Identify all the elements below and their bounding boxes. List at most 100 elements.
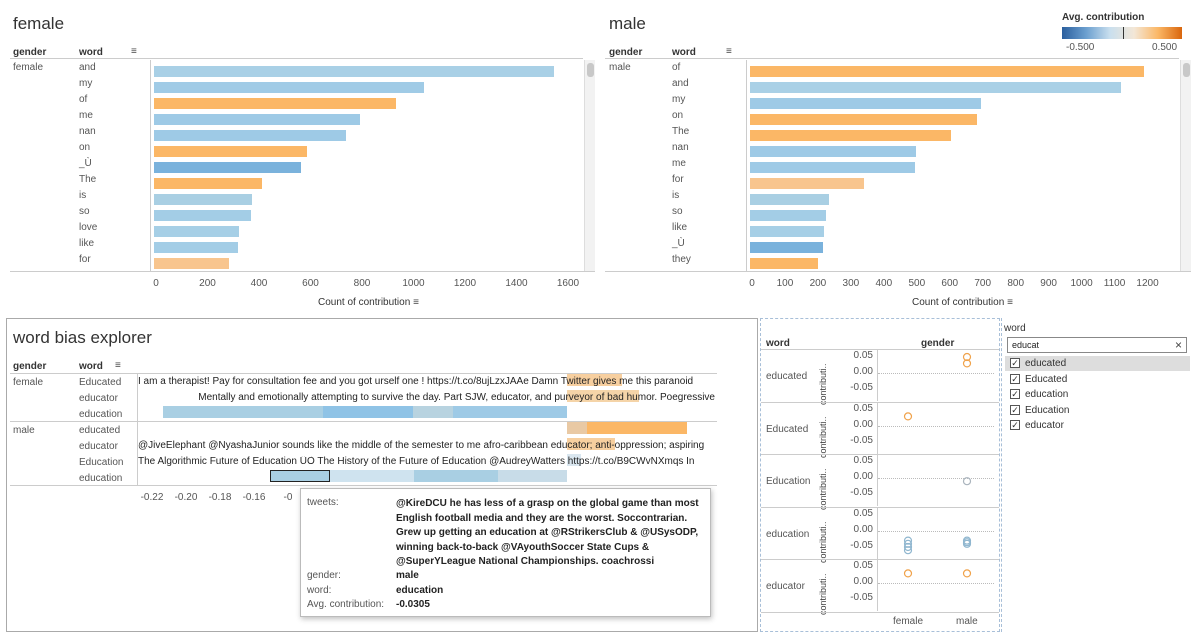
contribution-bar[interactable] — [413, 406, 453, 418]
contribution-bar[interactable] — [587, 422, 687, 434]
bar[interactable] — [154, 130, 346, 141]
contribution-bar[interactable] — [498, 470, 567, 482]
scatter-point[interactable] — [903, 569, 913, 578]
bar[interactable] — [154, 98, 397, 109]
bar[interactable] — [154, 82, 425, 93]
bar[interactable] — [750, 258, 818, 269]
tick-label: 1000 — [402, 278, 425, 289]
row-divider — [761, 506, 999, 508]
bar[interactable] — [750, 226, 825, 237]
sort-icon[interactable]: ≡ — [115, 360, 121, 371]
highlight-bar — [567, 438, 615, 450]
tooltip-avg-label: Avg. contribution: — [307, 599, 385, 610]
word-label: love — [79, 222, 98, 233]
tick-label: 0.05 — [853, 507, 873, 519]
bar[interactable] — [750, 82, 1121, 93]
contribution-bar[interactable] — [453, 406, 567, 418]
selected-contribution-bar[interactable] — [270, 470, 330, 482]
word-label: Education — [79, 457, 124, 468]
tooltip: tweets: @KireDCU he has less of a grasp … — [300, 488, 711, 617]
bar[interactable] — [750, 194, 830, 205]
gender-column-header[interactable]: gender — [13, 47, 47, 58]
bar[interactable] — [750, 130, 952, 141]
bar[interactable] — [154, 162, 301, 173]
scatter-point[interactable] — [903, 411, 913, 420]
scrollbar-thumb[interactable] — [1183, 63, 1190, 77]
word-label: education — [766, 528, 810, 540]
sort-icon[interactable]: ≡ — [1007, 297, 1013, 308]
filter-search-input[interactable]: educat × — [1007, 337, 1187, 353]
bar[interactable] — [154, 194, 252, 205]
bar[interactable] — [750, 114, 978, 125]
filter-item[interactable]: ✓ education — [1005, 387, 1190, 402]
scatter-point[interactable] — [962, 359, 972, 368]
word-column-header[interactable]: word — [79, 47, 103, 58]
scatter-point[interactable] — [962, 537, 972, 546]
bar[interactable] — [750, 178, 864, 189]
axis-title: contributi.. — [818, 363, 828, 405]
word-column-header[interactable]: word — [672, 47, 696, 58]
tick-label: 400 — [875, 278, 893, 289]
bar[interactable] — [154, 66, 555, 77]
scrollbar-thumb[interactable] — [587, 63, 594, 77]
tick-label: 0.05 — [853, 402, 873, 414]
tooltip-gender-label: gender: — [307, 570, 341, 581]
header-divider — [10, 58, 583, 59]
contribution-bar[interactable] — [330, 470, 414, 482]
contribution-bar[interactable] — [414, 470, 498, 482]
checkbox[interactable]: ✓ — [1010, 420, 1020, 430]
bar[interactable] — [154, 258, 229, 269]
contribution-bar[interactable] — [163, 406, 323, 418]
bar[interactable] — [750, 162, 915, 173]
contribution-bar[interactable] — [567, 422, 587, 434]
gender-column-header[interactable]: gender — [921, 338, 955, 349]
checkbox[interactable]: ✓ — [1010, 373, 1020, 384]
scatter-point[interactable] — [903, 545, 913, 554]
clear-icon[interactable]: × — [1175, 338, 1183, 352]
axis-line — [877, 401, 878, 454]
tooltip-avg-value: -0.0305 — [396, 599, 430, 610]
word-label: Education — [766, 476, 811, 487]
scatter-point[interactable] — [903, 542, 913, 551]
word-column-header[interactable]: word — [79, 361, 103, 372]
word-column-header[interactable]: word — [766, 338, 790, 349]
gender-column-header[interactable]: gender — [13, 361, 47, 372]
checkbox[interactable]: ✓ — [1010, 358, 1020, 368]
sort-icon[interactable]: ≡ — [413, 297, 419, 308]
bar[interactable] — [750, 242, 823, 253]
scrollbar[interactable] — [584, 60, 595, 271]
bar[interactable] — [750, 146, 917, 157]
tick-label: 200 — [199, 278, 216, 289]
bar[interactable] — [154, 114, 360, 125]
scatter-point[interactable] — [962, 477, 972, 486]
tooltip-word-label: word: — [307, 585, 332, 596]
male-chart-title: male — [609, 14, 646, 33]
checkbox[interactable]: ✓ — [1010, 404, 1020, 415]
scatter-point[interactable] — [962, 569, 972, 578]
sort-icon[interactable]: ≡ — [131, 46, 137, 57]
scatter-point[interactable] — [962, 352, 972, 362]
bar[interactable] — [154, 242, 238, 253]
checkbox[interactable]: ✓ — [1010, 389, 1020, 399]
word-label: educator — [79, 393, 118, 404]
filter-item[interactable]: ✓ Educated — [1005, 372, 1190, 387]
gender-column-header[interactable]: gender — [609, 47, 643, 58]
bar[interactable] — [154, 210, 251, 221]
axis-line — [10, 485, 717, 486]
bar[interactable] — [750, 210, 826, 221]
filter-item[interactable]: ✓ educated — [1005, 356, 1190, 371]
word-label: is — [672, 190, 680, 201]
bar[interactable] — [154, 178, 263, 189]
sort-icon[interactable]: ≡ — [726, 46, 732, 57]
bar[interactable] — [154, 146, 308, 157]
contribution-bar[interactable] — [323, 406, 413, 418]
filter-item[interactable]: ✓ Education — [1005, 403, 1190, 418]
bar[interactable] — [750, 98, 981, 109]
filter-item[interactable]: ✓ educator — [1005, 418, 1190, 433]
bar[interactable] — [750, 66, 1144, 77]
tick-label: 300 — [842, 278, 860, 289]
tick-label: -0.05 — [850, 592, 873, 603]
bar[interactable] — [154, 226, 239, 237]
male-bars-area — [746, 60, 1179, 271]
scrollbar[interactable] — [1180, 60, 1191, 271]
